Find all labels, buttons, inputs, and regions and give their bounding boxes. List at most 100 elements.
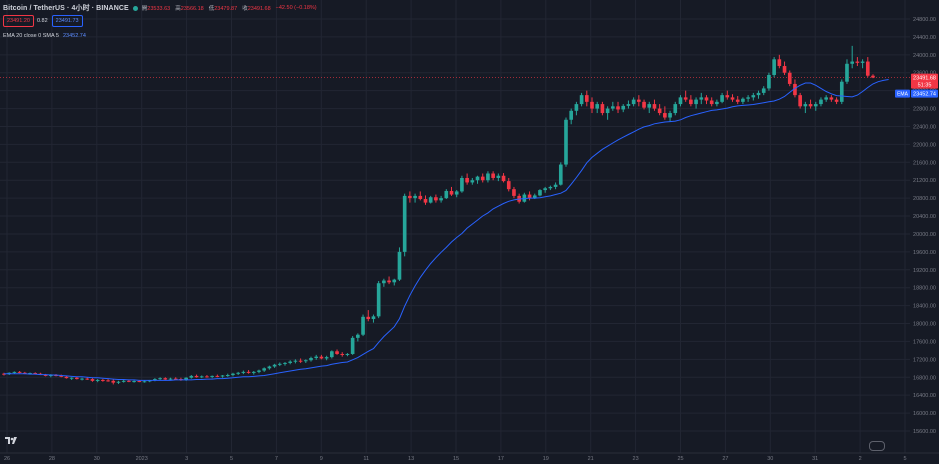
time-tick-label: 27 <box>722 456 728 462</box>
candle-body <box>694 99 698 105</box>
candle-body <box>678 97 683 105</box>
candle-body <box>543 188 547 191</box>
candle-body <box>121 380 126 382</box>
candle-body <box>579 95 584 105</box>
candle-body <box>408 195 412 199</box>
candle-body <box>824 97 828 100</box>
candle-body <box>220 375 225 377</box>
time-tick-label: 2023 <box>136 456 148 462</box>
candle-body <box>725 95 730 98</box>
candle-body <box>168 378 173 380</box>
price-tick-label: 16800.00 <box>913 375 936 381</box>
candle-body <box>855 61 860 63</box>
candle-body <box>600 104 605 114</box>
candle-body <box>184 377 188 380</box>
time-tick-label: 30 <box>767 456 773 462</box>
candle-body <box>741 98 745 102</box>
candle-body <box>813 104 818 107</box>
price-tick-label: 19600.00 <box>913 250 936 256</box>
low-value: 23479.87 <box>214 6 238 12</box>
candle-body <box>85 378 90 380</box>
candle-body <box>392 279 397 283</box>
candle-body <box>480 176 485 181</box>
candle-body <box>751 95 756 98</box>
candle-body <box>808 104 813 107</box>
sell-button[interactable]: 23491.20 <box>3 15 34 27</box>
candle-body <box>17 371 22 373</box>
indicator-legend[interactable]: EMA 20 close 0 SMA 5 23452.74 <box>3 33 86 39</box>
candle-body <box>673 104 678 114</box>
candle-body <box>626 104 631 106</box>
candle-body <box>210 375 214 377</box>
candle-body <box>80 378 84 380</box>
candle-body <box>59 375 64 377</box>
candle-body <box>647 104 652 108</box>
candle-body <box>116 381 121 383</box>
chart-legend: Bitcoin / TetherUS · 4小时 · BINANCE 開2353… <box>3 1 322 15</box>
candle-body <box>173 378 178 380</box>
candle-body <box>538 190 542 196</box>
candle-body <box>397 251 402 280</box>
time-axis[interactable]: 26 28 30 2023 3 5 7 9 11 13 15 17 19 21 23 25 27 30 31 2 5 <box>0 452 939 464</box>
spread-value: 0.82 <box>36 18 48 24</box>
buy-button[interactable]: 23491.73 <box>51 15 83 27</box>
tradingview-logo-icon[interactable] <box>5 437 17 445</box>
candle-body <box>137 381 142 383</box>
time-tick-label: 2 <box>859 456 862 462</box>
candle-body <box>564 119 568 165</box>
candle-body <box>434 197 438 201</box>
price-tick-label: 22400.00 <box>913 124 936 130</box>
candle-body <box>548 186 553 189</box>
candle-body <box>418 195 423 200</box>
candle-body <box>251 371 256 373</box>
symbol-title[interactable]: Bitcoin / TetherUS · 4小时 · BINANCE <box>3 5 129 12</box>
candle-body <box>704 97 709 101</box>
candle-body <box>158 378 162 380</box>
candle-body <box>324 357 329 359</box>
candle-body <box>350 337 355 354</box>
candle-body <box>793 83 797 96</box>
chart-settings-icon[interactable] <box>869 441 885 451</box>
last-price-tag-bg <box>911 73 938 89</box>
candle-body <box>428 197 433 203</box>
candle-body <box>319 356 324 359</box>
price-tick-label: 18000.00 <box>913 322 936 328</box>
candle-body <box>444 190 449 199</box>
open-value: 23533.63 <box>147 6 171 12</box>
candle-body <box>267 366 272 369</box>
candle-body <box>715 101 719 105</box>
price-tick-label: 19200.00 <box>913 268 936 274</box>
time-tick-label: 13 <box>408 456 414 462</box>
candle-body <box>829 97 834 100</box>
candle-body <box>199 376 204 378</box>
candle-body <box>584 95 589 102</box>
candle-body <box>663 113 667 118</box>
candle-body <box>241 371 246 373</box>
candle-body <box>277 363 282 365</box>
candle-body <box>454 191 459 195</box>
candle-body <box>272 364 277 367</box>
candle-body <box>111 380 116 383</box>
time-tick-label: 15 <box>453 456 459 462</box>
candle-body <box>491 173 495 178</box>
candle-body <box>595 104 600 109</box>
candle-body <box>845 63 849 82</box>
candle-body <box>699 97 704 100</box>
candle-body <box>532 195 537 199</box>
candle-body <box>657 108 662 114</box>
time-tick-label: 9 <box>320 456 323 462</box>
candle-body <box>689 99 693 105</box>
price-axis[interactable]: 24800.0024400.0024000.0023600.0023200.00… <box>910 0 939 464</box>
indicator-label: EMA 20 close 0 SMA 5 <box>3 33 59 39</box>
candle-body <box>293 360 298 362</box>
candle-body <box>527 194 532 199</box>
candle-body <box>356 334 360 338</box>
low-label: 低 <box>208 6 215 12</box>
candle-body <box>194 375 199 378</box>
time-tick-label: 7 <box>275 456 278 462</box>
candle-body <box>298 360 303 362</box>
price-tick-label: 24000.00 <box>913 53 936 59</box>
time-tick-label: 21 <box>588 456 594 462</box>
high-label: 高 <box>175 6 181 12</box>
